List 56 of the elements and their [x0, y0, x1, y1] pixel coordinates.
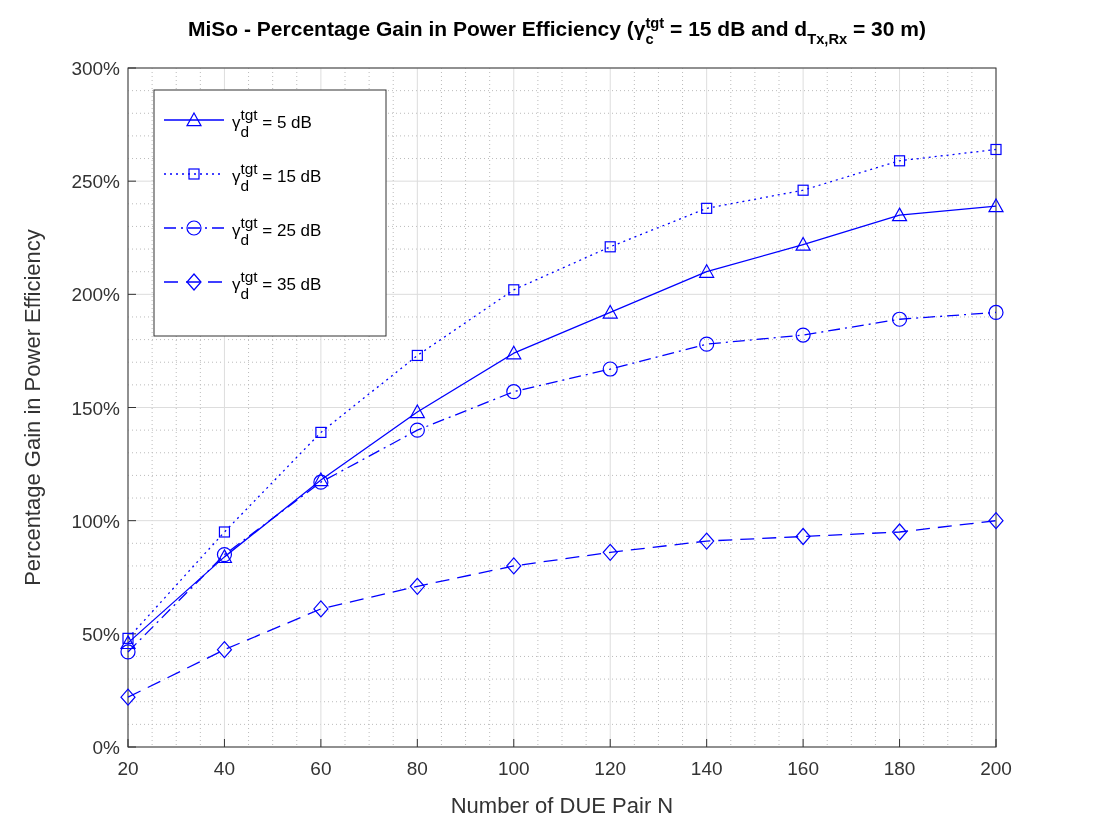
point — [120, 644, 136, 660]
point — [313, 600, 329, 618]
point — [216, 641, 233, 659]
point — [409, 404, 425, 419]
chart-title: MiSo - Percentage Gain in Power Efficiency (γ$_{c}$$^{tgt}$ = 15 dB and d$_{Tx,Rx}$ = 30 m) — [188, 15, 926, 47]
point — [604, 241, 616, 253]
point — [891, 523, 908, 541]
y-tick-label: 0% — [92, 737, 121, 758]
point — [120, 688, 136, 706]
point — [988, 512, 1004, 530]
point — [893, 155, 906, 167]
x-tick-label: 200 — [980, 758, 1012, 779]
x-tick-label: 40 — [213, 758, 236, 779]
point — [122, 632, 134, 644]
point — [506, 345, 522, 360]
x-tick-label: 120 — [594, 758, 627, 779]
point — [218, 526, 231, 538]
point — [508, 284, 520, 296]
point — [411, 349, 423, 362]
x-tick-label: 60 — [310, 758, 332, 779]
point — [602, 304, 618, 319]
point — [797, 184, 809, 196]
point — [699, 264, 715, 278]
point — [409, 422, 425, 438]
point — [990, 143, 1002, 156]
y-tick-label: 250% — [71, 171, 121, 193]
x-tick-label: 100 — [497, 758, 530, 779]
y-tick-label: 50% — [81, 623, 121, 645]
point — [120, 635, 136, 650]
point — [602, 361, 618, 377]
y-tick-label: 150% — [71, 397, 121, 419]
point — [699, 336, 715, 352]
point — [988, 304, 1004, 321]
y-tick-label: 200% — [71, 284, 121, 306]
point — [795, 327, 811, 343]
point — [891, 311, 908, 327]
y-tick-label: 300% — [71, 58, 121, 79]
point — [409, 577, 425, 595]
y-tick-label: 100% — [71, 510, 121, 532]
x-tick-label: 180 — [883, 758, 916, 779]
x-tick-label: 160 — [787, 758, 819, 779]
x-axis-title: Number of DUE Pair N — [450, 793, 674, 818]
point — [506, 384, 522, 400]
x-tick-label: 80 — [406, 758, 428, 779]
x-tick-label: 140 — [690, 758, 723, 779]
point — [701, 202, 713, 214]
x-tick-label: 20 — [117, 758, 139, 779]
y-axis-title: Percentage Gain in Power Efficiency — [20, 229, 45, 586]
point — [988, 198, 1004, 213]
point — [795, 236, 811, 251]
point — [795, 527, 811, 546]
point — [891, 207, 908, 222]
point — [699, 532, 715, 550]
point — [506, 557, 522, 575]
point — [602, 543, 618, 561]
point — [315, 426, 327, 438]
